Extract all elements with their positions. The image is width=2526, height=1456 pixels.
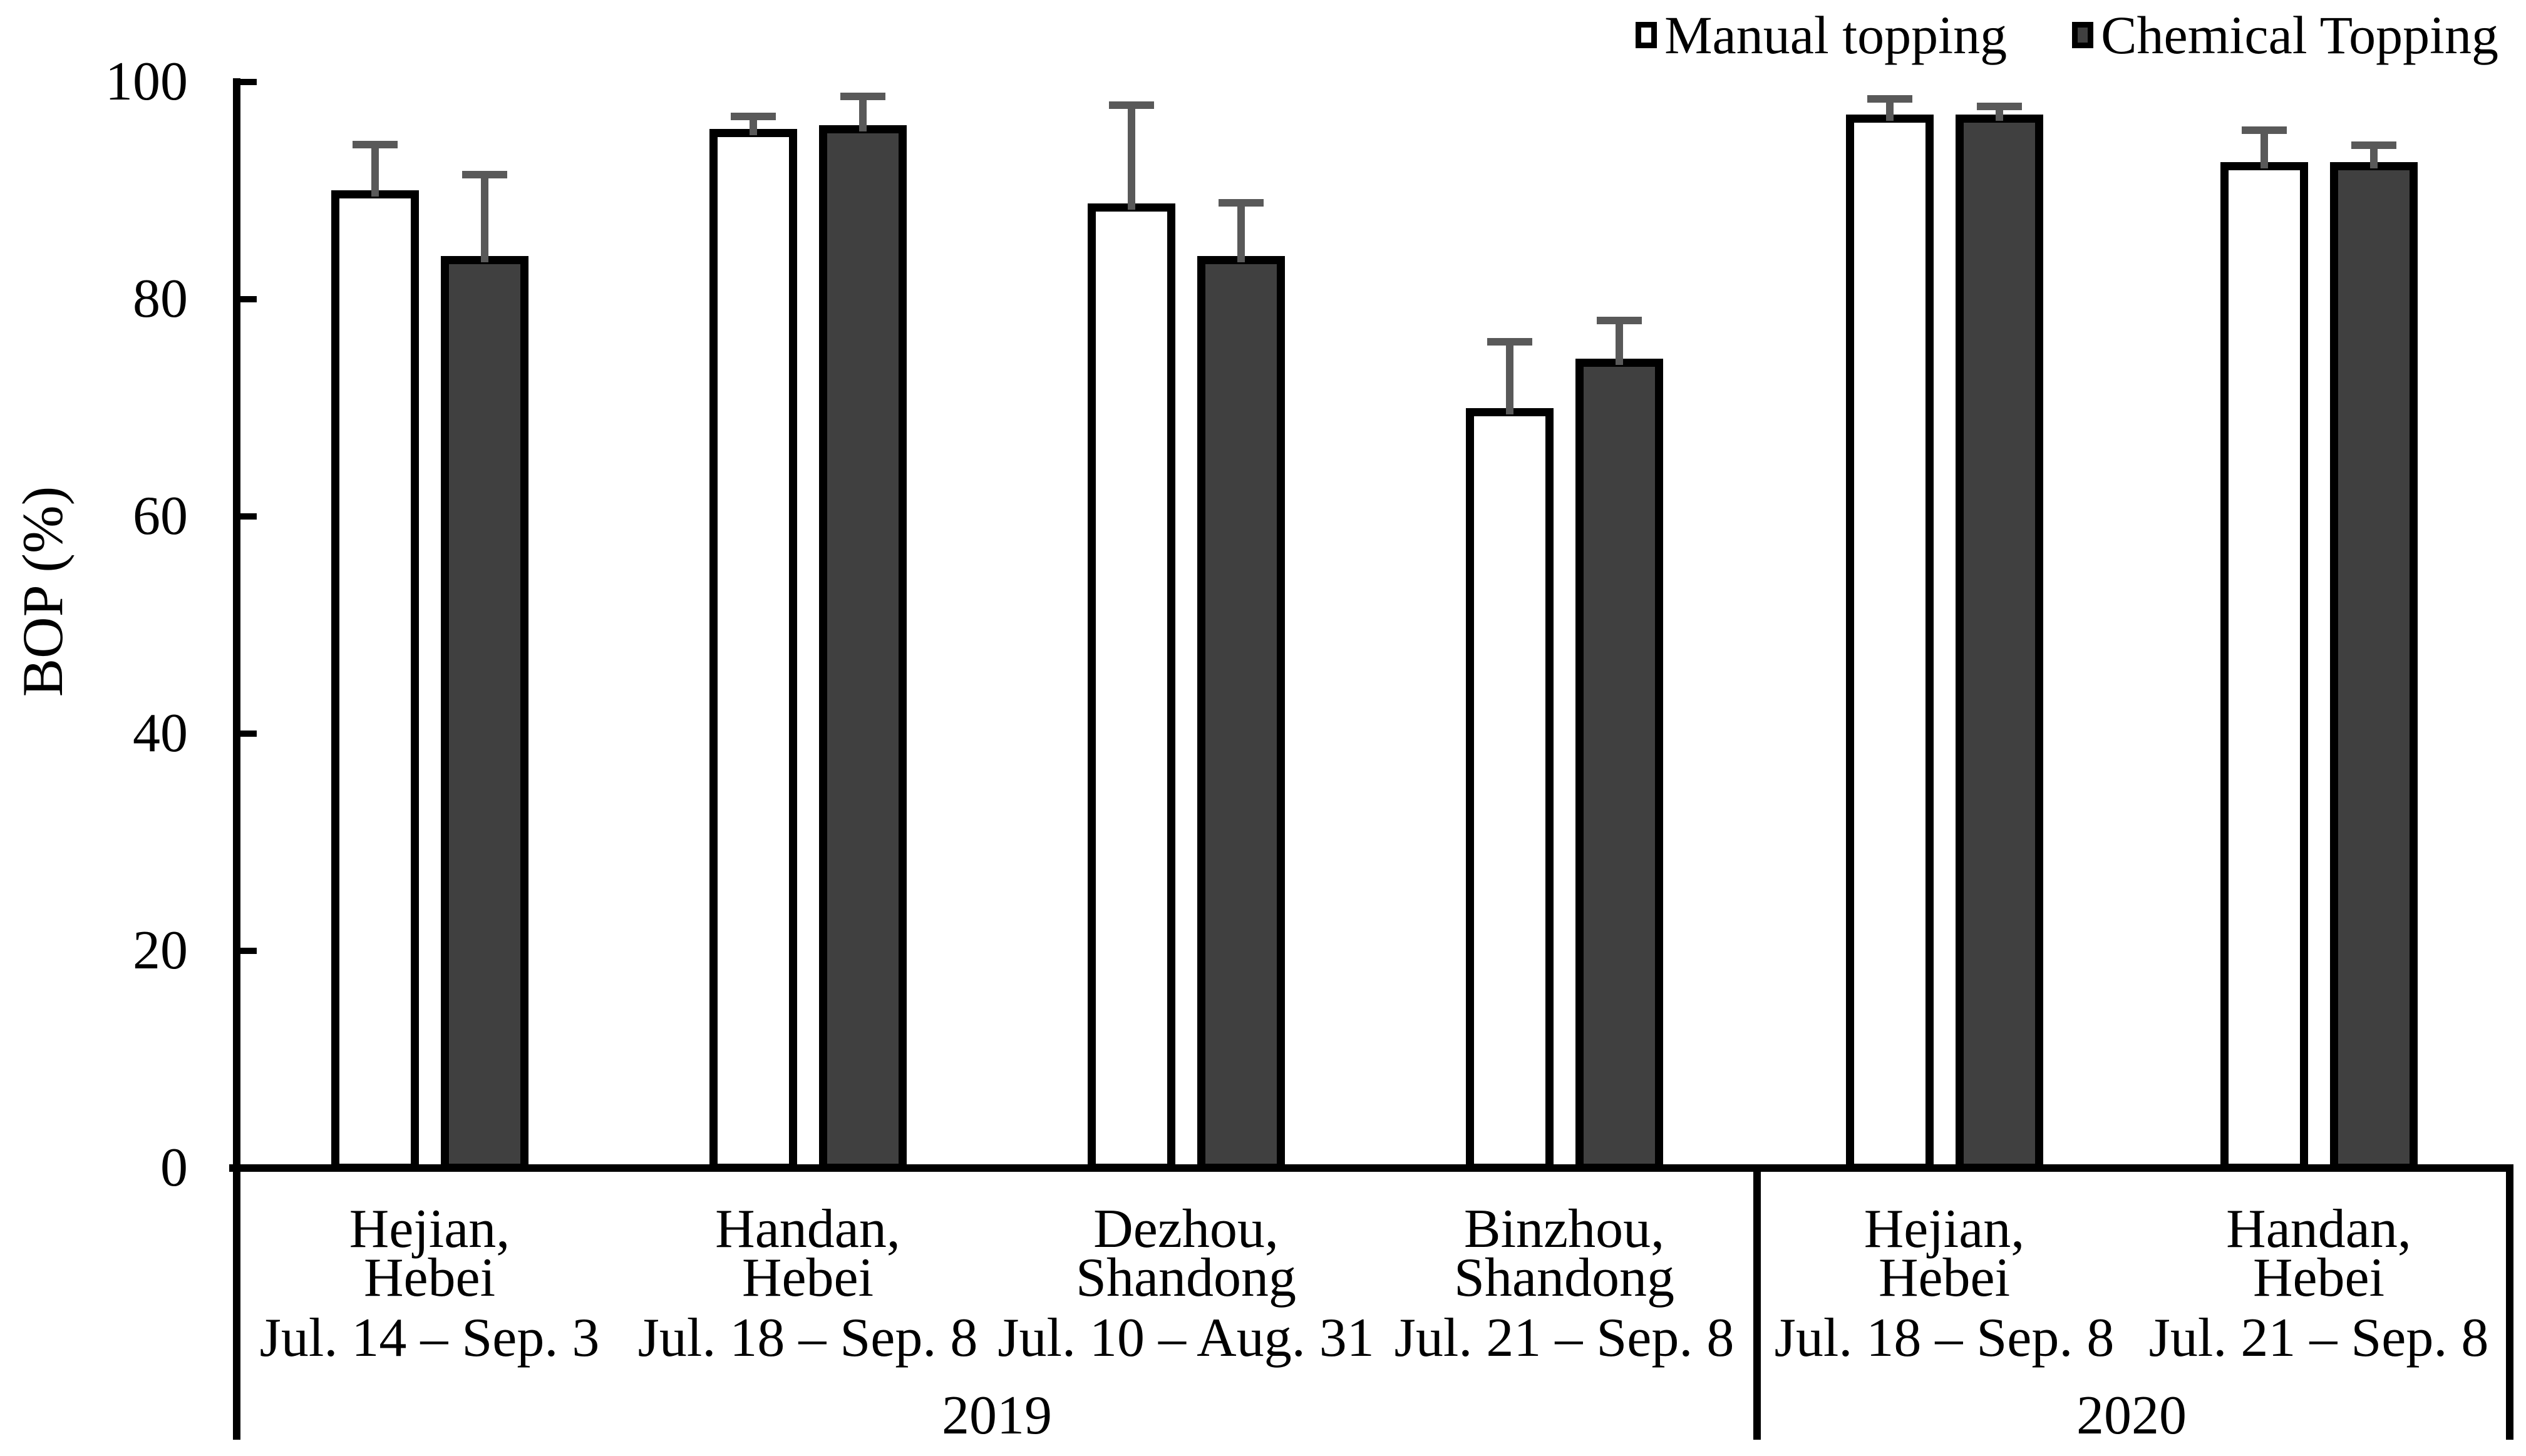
group-label-dates: Jul. 10 – Aug. 31 <box>998 1308 1374 1368</box>
error-bar-cap <box>1218 199 1264 207</box>
bar-manual <box>1465 408 1554 1172</box>
y-axis-tick <box>240 79 257 85</box>
y-axis-tick <box>240 296 257 302</box>
y-axis-line <box>233 78 240 1172</box>
group-label-location-line1: Dezhou, <box>1093 1199 1279 1259</box>
error-bar-stem <box>480 171 488 262</box>
y-tick-label: 20 <box>133 920 188 981</box>
bar-chemical <box>818 125 907 1172</box>
group-label-location-line2: Hebei <box>1878 1248 2011 1308</box>
error-bar-cap <box>461 171 507 178</box>
legend-label-manual: Manual topping <box>1664 5 2008 65</box>
y-axis-tick <box>240 513 257 520</box>
y-axis-tick <box>240 948 257 954</box>
error-bar-cap <box>1108 101 1154 109</box>
bar-manual <box>1087 203 1175 1172</box>
bar-manual <box>709 129 797 1172</box>
error-bar-stem <box>371 141 379 197</box>
legend-item-manual-topping: Manual topping <box>1636 4 2007 66</box>
bar-chemical <box>1197 256 1285 1172</box>
legend-label-chemical: Chemical Topping <box>2101 5 2498 65</box>
bar-manual <box>2220 162 2308 1172</box>
y-axis-tick <box>240 731 257 737</box>
error-bar-cap <box>1596 317 1642 324</box>
group-label-location-line1: Handan, <box>715 1199 900 1259</box>
group-label-location-line1: Hejian, <box>349 1199 510 1259</box>
error-bar-stem <box>2260 126 2268 168</box>
legend-item-chemical-topping: Chemical Topping <box>2072 4 2498 66</box>
group-label-location-line2: Hebei <box>363 1248 496 1308</box>
error-bar-cap <box>352 141 398 148</box>
group-label-dates: Jul. 18 – Sep. 8 <box>1774 1308 2115 1368</box>
group-label-location-line2: Shandong <box>1076 1248 1296 1308</box>
bar-chemical <box>1575 359 1663 1172</box>
error-bar-stem <box>858 93 867 131</box>
error-bar-cap <box>2351 141 2396 149</box>
error-bar-cap <box>1867 95 1912 103</box>
error-bar-stem <box>1615 317 1623 365</box>
bar-chemical <box>1955 115 2043 1172</box>
bar-chemical <box>440 256 528 1172</box>
bar-manual <box>1845 115 1934 1172</box>
section-divider <box>1753 1172 1761 1440</box>
section-divider <box>233 1172 240 1440</box>
bar-manual <box>331 190 419 1172</box>
y-tick-label: 60 <box>133 486 188 546</box>
error-bar-cap <box>840 93 885 100</box>
group-label-location-line2: Shandong <box>1454 1248 1674 1308</box>
group-label-dates: Jul. 21 – Sep. 8 <box>1394 1308 1735 1368</box>
group-label-location-line1: Hejian, <box>1864 1199 2025 1259</box>
y-tick-label: 0 <box>160 1137 188 1198</box>
error-bar-stem <box>1127 101 1135 210</box>
error-bar-cap <box>730 113 776 120</box>
group-label-dates: Jul. 18 – Sep. 8 <box>637 1308 978 1368</box>
legend: Manual topping Chemical Topping <box>1636 4 2498 66</box>
x-axis-line <box>229 1164 2513 1172</box>
group-label-location-line1: Binzhou, <box>1463 1199 1665 1259</box>
bar-chemical <box>2329 162 2418 1172</box>
year-label: 2019 <box>942 1385 1052 1446</box>
group-label-location-line2: Hebei <box>741 1248 874 1308</box>
error-bar-cap <box>1976 103 2022 110</box>
group-label-location-line2: Hebei <box>2252 1248 2385 1308</box>
y-tick-label: 40 <box>133 703 188 764</box>
group-label-location-line1: Handan, <box>2226 1199 2411 1259</box>
manual-topping-swatch-icon <box>1636 22 1657 48</box>
error-bar-cap <box>2241 126 2287 134</box>
group-label-dates: Jul. 21 – Sep. 8 <box>2148 1308 2489 1368</box>
chemical-topping-swatch-icon <box>2072 22 2094 48</box>
error-bar-cap <box>1487 338 1532 346</box>
y-tick-label: 80 <box>133 269 188 329</box>
error-bar-stem <box>1237 199 1245 262</box>
error-bar-stem <box>1505 338 1513 414</box>
y-tick-label: 100 <box>105 51 188 112</box>
section-divider <box>2506 1172 2513 1440</box>
group-label-dates: Jul. 14 – Sep. 3 <box>259 1308 600 1368</box>
year-label: 2020 <box>2076 1385 2187 1446</box>
